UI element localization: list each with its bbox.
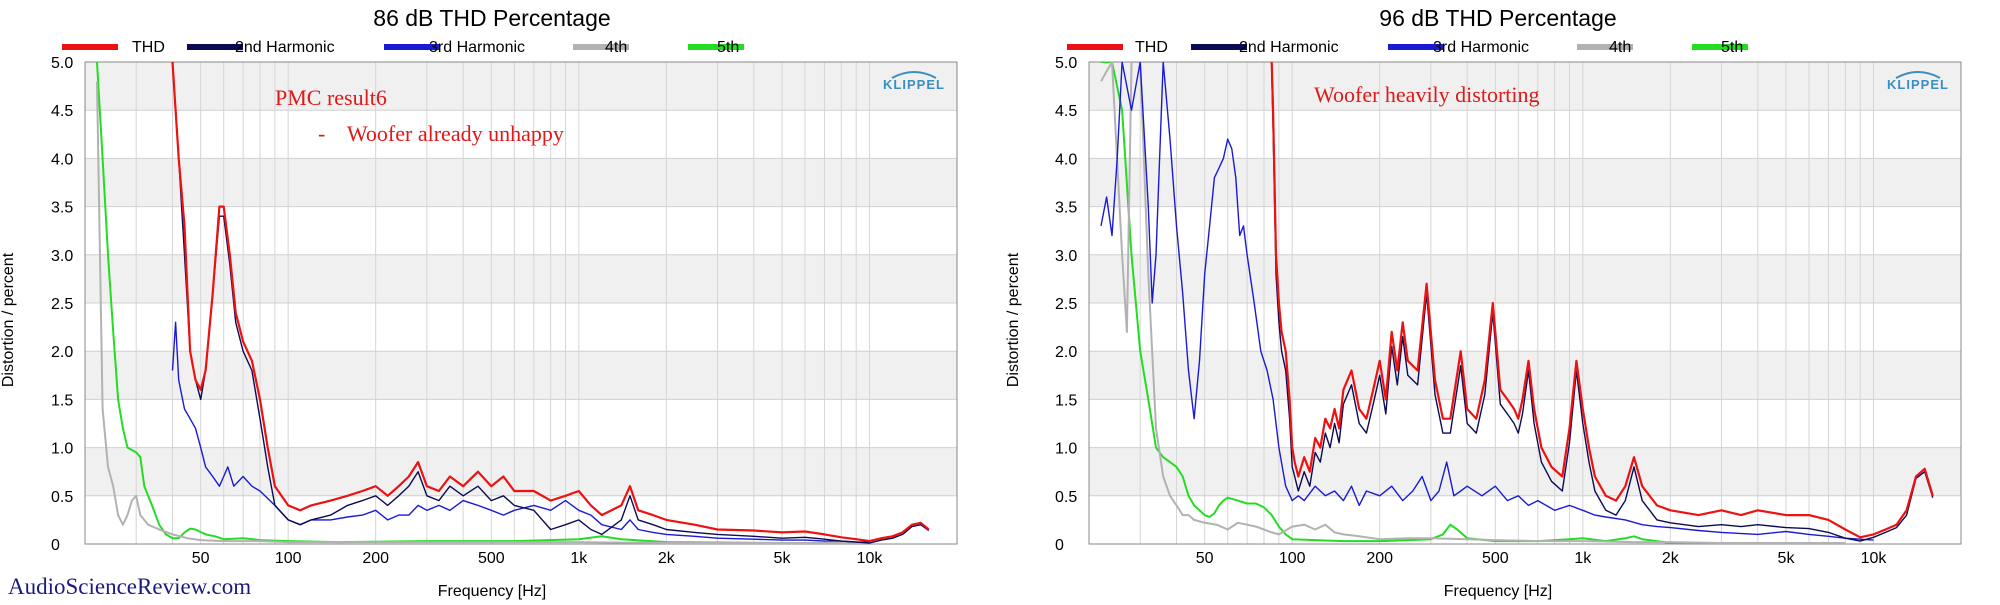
x-tick-label: 50 — [192, 550, 210, 567]
legend-swatch-5th — [688, 44, 744, 50]
y-tick-label: 4.0 — [51, 151, 73, 168]
y-tick-label: 1.5 — [1055, 392, 1077, 409]
y-tick-label: 2.0 — [1055, 344, 1077, 361]
legend-label-4th: 4th — [605, 39, 627, 56]
klippel-logo-arc — [1895, 71, 1941, 79]
x-tick-label: 10k — [857, 550, 884, 567]
y-tick-label: 5.0 — [51, 55, 73, 72]
grid-band — [1089, 62, 1961, 111]
legend-label-4th: 4th — [1609, 39, 1631, 56]
x-axis-label: Frequency [Hz] — [1444, 583, 1552, 600]
x-tick-label: 1k — [570, 550, 588, 567]
x-tick-label: 200 — [1366, 550, 1393, 567]
series-line-3rd-harmonic — [1100, 62, 1874, 541]
y-tick-label: 5.0 — [1055, 55, 1077, 72]
y-tick-label: 3.0 — [51, 248, 73, 265]
series-line-5th — [96, 62, 870, 544]
y-tick-label: 1.5 — [51, 392, 73, 409]
x-tick-label: 1k — [1574, 550, 1592, 567]
legend-label-5th: 5th — [1721, 39, 1743, 56]
y-tick-label: 4.0 — [1055, 151, 1077, 168]
annotation-line-1: Woofer heavily distorting — [1314, 82, 1540, 107]
legend-label-thd: THD — [1135, 39, 1168, 56]
grid-band — [85, 351, 957, 400]
y-tick-label: 0 — [51, 537, 60, 554]
x-tick-label: 500 — [478, 550, 505, 567]
x-tick-label: 2k — [658, 550, 676, 567]
annotation-line-1: PMC result6 — [275, 85, 387, 110]
legend-label-thd: THD — [132, 39, 165, 56]
y-tick-label: 4.5 — [51, 103, 73, 120]
legend-swatch-3rd-harmonic — [1388, 44, 1444, 50]
klippel-logo: KLIPPEL — [883, 77, 945, 92]
series-line-4th — [96, 81, 870, 544]
legend-swatch-thd — [1067, 44, 1123, 50]
legend-label-3rd-harmonic: 3rd Harmonic — [429, 39, 525, 56]
legend: THD 2nd Harmonic 3rd Harmonic 4th 5th — [1067, 39, 1748, 56]
annotation-line-2: - Woofer already unhappy — [318, 121, 564, 146]
legend-label-2nd-harmonic: 2nd Harmonic — [235, 39, 335, 56]
klippel-logo: KLIPPEL — [1887, 77, 1949, 92]
legend-swatch-5th — [1692, 44, 1748, 50]
plot-area: 0 0.5 1.0 1.5 2.0 2.5 3.0 3.5 4.0 4.5 5.0 50 100 200 5… — [1055, 55, 1962, 567]
y-tick-label: 3.5 — [1055, 200, 1077, 217]
legend-label-3rd-harmonic: 3rd Harmonic — [1433, 39, 1529, 56]
y-tick-label: 2.5 — [1055, 296, 1077, 313]
x-tick-label: 100 — [275, 550, 302, 567]
y-tick-label: 3.5 — [51, 200, 73, 217]
grid-band — [1089, 254, 1961, 303]
x-tick-label: 2k — [1662, 550, 1680, 567]
series-line-5th — [1101, 62, 1829, 544]
legend-swatch-2nd-harmonic — [187, 44, 243, 50]
y-tick-label: 3.0 — [1055, 248, 1077, 265]
y-tick-label: 0 — [1055, 537, 1064, 554]
x-tick-label: 500 — [1482, 550, 1509, 567]
y-tick-label: 1.0 — [51, 441, 73, 458]
legend-swatch-4th — [573, 44, 629, 50]
x-tick-label: 5k — [1778, 550, 1796, 567]
chart-86db: 86 dB THD Percentage THD 2nd Harmonic 3rd … — [0, 5, 958, 600]
chart-title: 86 dB THD Percentage — [373, 5, 610, 31]
y-tick-label: 2.5 — [51, 296, 73, 313]
grid-band — [85, 158, 957, 207]
chart-title: 96 dB THD Percentage — [1379, 5, 1616, 31]
x-tick-label: 5k — [774, 550, 792, 567]
legend-label-2nd-harmonic: 2nd Harmonic — [1239, 39, 1339, 56]
watermark: AudioScienceReview.com — [8, 574, 251, 599]
chart-96db: 96 dB THD Percentage THD 2nd Harmonic 3rd … — [1005, 5, 1962, 600]
legend-swatch-3rd-harmonic — [384, 44, 440, 50]
x-tick-label: 10k — [1861, 550, 1888, 567]
x-tick-label: 100 — [1279, 550, 1306, 567]
y-axis-label: Distortion / percent — [1005, 252, 1022, 387]
series-line-4th — [1100, 62, 1846, 544]
y-tick-label: 1.0 — [1055, 441, 1077, 458]
grid-band — [85, 447, 957, 496]
legend-swatch-2nd-harmonic — [1191, 44, 1247, 50]
x-tick-label: 50 — [1196, 550, 1214, 567]
legend-swatch-4th — [1577, 44, 1633, 50]
series-line-thd — [1270, 62, 1934, 539]
series-line-3rd-harmonic — [171, 321, 870, 543]
klippel-logo-arc — [891, 71, 937, 79]
y-tick-label: 2.0 — [51, 344, 73, 361]
series-line-thd — [171, 62, 930, 543]
plot-frame — [84, 61, 958, 545]
grid-band — [85, 62, 957, 111]
y-axis-label: Distortion / percent — [0, 252, 17, 387]
y-tick-label: 4.5 — [1055, 103, 1077, 120]
plot-frame — [1088, 61, 1962, 545]
legend: THD 2nd Harmonic 3rd Harmonic 4th 5th — [62, 39, 744, 56]
plot-area: 0 0.5 1.0 1.5 2.0 2.5 3.0 3.5 4.0 4.5 5.0 50 100 200 5… — [51, 55, 958, 567]
y-tick-label: 0.5 — [1055, 489, 1077, 506]
legend-swatch-thd — [62, 44, 118, 50]
x-tick-label: 200 — [362, 550, 389, 567]
grid-band — [1089, 447, 1961, 496]
legend-label-5th: 5th — [717, 39, 739, 56]
y-tick-label: 0.5 — [51, 489, 73, 506]
x-axis-label: Frequency [Hz] — [438, 583, 546, 600]
